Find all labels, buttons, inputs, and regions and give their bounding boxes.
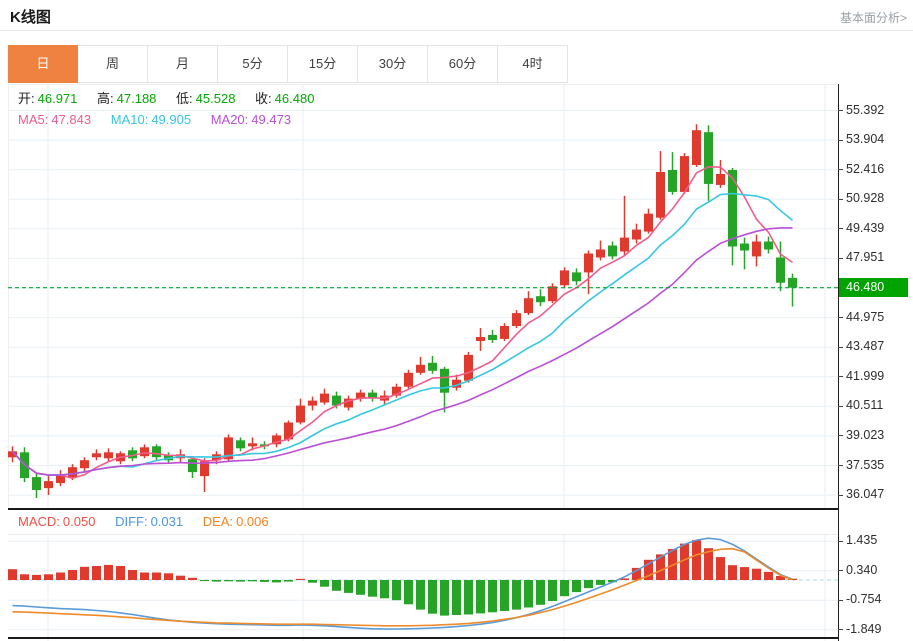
ma5-label: MA5: xyxy=(18,112,49,127)
ohlc-row: 开: 46.971 高: 47.188 低: 45.528 收: 46.480 xyxy=(18,90,314,108)
ma5-value: 47.843 xyxy=(51,112,92,127)
low-value: 45.528 xyxy=(195,91,236,106)
price-axis-label: 44.975 xyxy=(846,309,885,324)
axis-tick xyxy=(838,317,843,319)
macd-info-row: MACD: 0.050 DIFF: 0.031 DEA: 0.006 xyxy=(18,513,269,531)
tab-月[interactable]: 月 xyxy=(148,45,218,83)
macd-axis-label: -0.754 xyxy=(846,592,882,607)
tab-4时[interactable]: 4时 xyxy=(498,45,568,83)
page-title: K线图 xyxy=(10,9,51,26)
price-axis-line xyxy=(838,84,839,641)
candlestick-chart[interactable] xyxy=(8,84,838,509)
tab-日[interactable]: 日 xyxy=(8,45,78,83)
bottom-border xyxy=(8,637,838,639)
diff-label: DIFF: xyxy=(115,514,148,529)
dea-value: 0.006 xyxy=(236,514,269,529)
axis-tick xyxy=(838,629,843,631)
macd-top-border xyxy=(8,534,838,535)
tab-60分[interactable]: 60分 xyxy=(428,45,498,83)
price-axis-label: 40.511 xyxy=(846,398,884,413)
price-axis-label: 52.416 xyxy=(846,161,885,176)
high-label: 高: xyxy=(97,91,114,106)
tab-5分[interactable]: 5分 xyxy=(218,45,288,83)
fundamental-analysis-link[interactable]: 基本面分析> xyxy=(839,11,907,25)
high-value: 47.188 xyxy=(116,91,157,106)
diff-value: 0.031 xyxy=(150,514,184,529)
price-axis-label: 43.487 xyxy=(846,339,885,354)
ma20-label: MA20: xyxy=(210,112,249,127)
panel-separator xyxy=(8,508,838,510)
price-axis-label: 47.951 xyxy=(846,250,885,265)
axis-tick xyxy=(838,405,843,407)
axis-tick xyxy=(838,599,843,601)
axis-tick xyxy=(838,465,843,466)
price-axis-label: 53.904 xyxy=(846,132,885,147)
tab-15分[interactable]: 15分 xyxy=(288,45,358,83)
ma20-value: 49.473 xyxy=(251,112,292,127)
low-label: 低: xyxy=(176,91,193,106)
axis-tick xyxy=(838,139,843,141)
axis-tick xyxy=(838,169,843,171)
axis-tick xyxy=(838,228,843,230)
macd-axis-label: 1.435 xyxy=(846,533,878,548)
tabbar: 日周月 5分 15分 30分 60分 4时 xyxy=(8,45,568,83)
axis-tick xyxy=(838,540,843,542)
dea-label: DEA: xyxy=(202,514,234,529)
tab-30分[interactable]: 30分 xyxy=(358,45,428,83)
macd-chart[interactable] xyxy=(8,535,838,641)
ma10-value: 49.905 xyxy=(151,112,192,127)
ma10-label: MA10: xyxy=(110,112,149,127)
macd-axis-label: -1.849 xyxy=(846,621,882,636)
axis-tick xyxy=(838,435,843,437)
macd-label: MACD: xyxy=(18,514,60,529)
axis-tick xyxy=(838,570,843,572)
chart-left-border xyxy=(8,84,9,509)
price-axis-label: 49.439 xyxy=(846,220,885,235)
axis-tick xyxy=(838,346,843,348)
axis-tick xyxy=(838,110,843,111)
price-axis-label: 55.392 xyxy=(846,102,885,117)
close-value: 46.480 xyxy=(274,91,315,106)
axis-tick xyxy=(838,376,843,378)
header-divider xyxy=(0,30,913,31)
macd-axis-label: 0.340 xyxy=(846,562,878,577)
open-value: 46.971 xyxy=(37,91,78,106)
open-label: 开: xyxy=(18,91,35,106)
axis-tick xyxy=(838,198,843,200)
axis-tick xyxy=(838,494,843,496)
close-label: 收: xyxy=(255,91,272,106)
price-axis-label: 41.999 xyxy=(846,368,885,383)
axis-tick xyxy=(838,257,843,259)
price-axis-label: 36.047 xyxy=(846,487,885,502)
price-axis-label: 39.023 xyxy=(846,427,885,442)
ma-row: MA5: 47.843 MA10: 49.905 MA20: 49.473 xyxy=(18,111,291,129)
price-axis-label: 50.928 xyxy=(846,191,885,206)
tab-周[interactable]: 周 xyxy=(78,45,148,83)
chart-top-border xyxy=(8,84,838,85)
current-price-badge: 46.480 xyxy=(839,278,908,297)
macd-value: 0.050 xyxy=(62,514,96,529)
price-axis-label: 37.535 xyxy=(846,457,885,472)
